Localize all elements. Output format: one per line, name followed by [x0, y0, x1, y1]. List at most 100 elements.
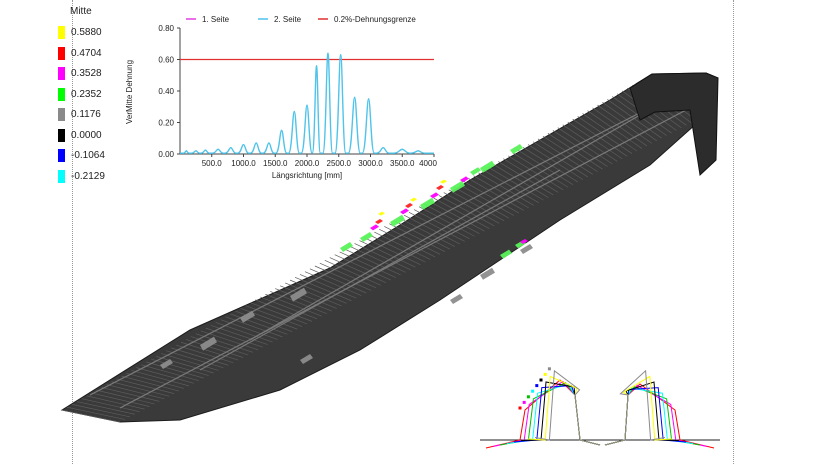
mesh-line [289, 279, 347, 304]
y-tick-label: 0.40 [158, 87, 174, 96]
series-peak-point [242, 143, 245, 146]
strain-patch-grey [300, 354, 313, 364]
viewport-guide-right [733, 0, 734, 464]
mesh-line [265, 293, 323, 317]
mesh-line [413, 209, 470, 240]
strain-patch-yellow [378, 211, 385, 216]
mesh-line [339, 251, 396, 278]
strain-patch-grey [520, 244, 533, 254]
series-peak-point [195, 150, 197, 152]
flange-edge [119, 99, 706, 409]
mesh-line [309, 268, 367, 294]
mesh-line [270, 291, 327, 314]
mesh-line [557, 127, 613, 165]
mesh-line [76, 401, 135, 415]
mesh-line [190, 336, 249, 356]
legend-value: -0.2129 [71, 170, 105, 182]
mesh-line [111, 381, 170, 397]
mesh-line [200, 330, 258, 351]
mesh-line [443, 192, 500, 224]
x-tick-label: 3000.0 [358, 159, 383, 168]
series-peak-point [315, 65, 318, 67]
mesh-line [324, 260, 382, 286]
mesh-line [532, 141, 589, 178]
x-tick-label: 2000.0 [295, 159, 320, 168]
series-peak-point [268, 142, 270, 144]
mesh-line [394, 220, 451, 250]
mesh-line [151, 358, 209, 376]
flange-edge [199, 169, 561, 371]
strain-patch-grey [480, 267, 495, 280]
strain-patch-red [375, 219, 383, 224]
strain-patch-green [500, 249, 512, 259]
strain-patch-yellow [410, 197, 417, 202]
strain-patch-magenta [460, 176, 469, 183]
strain-patch-green [420, 197, 435, 210]
legend-entry: 0.2352 [58, 87, 148, 108]
legend-entry: 0.5880 [58, 26, 148, 46]
mesh-line [359, 240, 416, 268]
mesh-line [369, 234, 426, 263]
mesh-line [418, 206, 475, 237]
legend-entry: 0.0000 [58, 128, 148, 149]
mesh-line [146, 361, 204, 379]
mesh-line [503, 158, 559, 193]
mesh-line [260, 296, 318, 320]
mesh-line [448, 189, 505, 222]
mesh-line [170, 347, 229, 366]
x-tick-label: 500.0 [202, 159, 223, 168]
mesh-line [284, 282, 342, 307]
series-peak-point [382, 147, 384, 149]
mesh-line [141, 364, 199, 382]
mesh-line [364, 237, 421, 265]
mesh-line [398, 217, 456, 247]
mesh-line [136, 367, 194, 384]
strain-patch-magenta [520, 239, 528, 244]
mesh-line [537, 138, 593, 175]
legend-swatch [58, 169, 65, 183]
mesh-line [280, 285, 337, 309]
mesh-line [517, 149, 574, 185]
mesh-line [91, 392, 150, 407]
legend-value: 0.3528 [71, 68, 102, 79]
mesh-line [175, 344, 234, 363]
strain-patch-green [390, 214, 405, 227]
mesh-line [453, 186, 510, 219]
series-peak-point [281, 129, 283, 131]
chart-legend-label: 2. Seite [274, 15, 302, 24]
mesh-line [275, 288, 332, 312]
legend-swatch [58, 128, 65, 142]
mesh-line [552, 130, 608, 167]
mesh-line [334, 254, 391, 281]
mesh-line [294, 276, 352, 302]
series-peak-point [417, 150, 419, 152]
mesh-line [101, 387, 160, 402]
mesh-line [96, 389, 155, 405]
legend-entry: -0.2129 [58, 169, 148, 190]
mesh-line [354, 243, 411, 271]
mesh-line [195, 333, 254, 353]
mesh-line [508, 155, 564, 191]
mesh-line [121, 375, 180, 392]
series-peak-point [354, 96, 356, 98]
mesh-line [493, 164, 549, 198]
y-tick-label: 0.20 [158, 119, 174, 128]
legend-swatch [58, 149, 65, 162]
mesh-line [166, 350, 224, 369]
mesh-line [250, 302, 308, 325]
mesh-line [329, 257, 387, 284]
strain-patch-magenta [400, 208, 409, 215]
mesh-line [384, 226, 441, 255]
mesh-line [245, 305, 303, 327]
mesh-line [185, 339, 244, 358]
mesh-line [498, 161, 554, 196]
mesh-line [131, 370, 190, 387]
legend-title: Mitte [70, 6, 92, 17]
mesh-line [433, 197, 490, 229]
channel-end [629, 72, 719, 177]
series-peak-point [327, 52, 329, 54]
mesh-line [61, 409, 121, 423]
series-line-seite-2 [180, 52, 434, 154]
